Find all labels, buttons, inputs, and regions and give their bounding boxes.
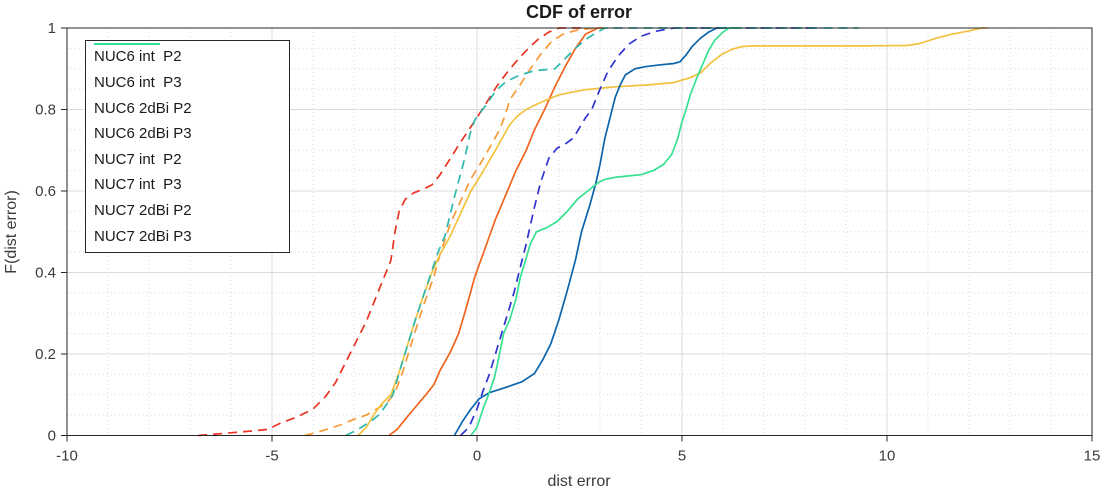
series-nuc6-int-p3-line bbox=[388, 27, 602, 437]
legend-label-nuc6-2dbi-p2: NUC6 2dBi P2 bbox=[94, 99, 192, 117]
y-tick-1: 1 bbox=[48, 20, 56, 37]
y-tick-0.2: 0.2 bbox=[35, 346, 56, 363]
legend-item-nuc7-2dbi-p3: NUC7 2dBi P3 bbox=[86, 43, 289, 248]
legend-label-nuc7-2dbi-p3: NUC7 2dBi P3 bbox=[94, 227, 192, 245]
chart-title: CDF of error bbox=[526, 2, 632, 22]
y-tick-0.4: 0.4 bbox=[35, 265, 56, 282]
legend-item-nuc7-2dbi-p2: NUC7 2dBi P2 bbox=[86, 43, 289, 223]
y-tick-labels: 0 0.2 0.4 0.6 0.8 1 bbox=[35, 20, 56, 445]
legend-item-nuc7-int-p3: NUC7 int P3 bbox=[86, 43, 289, 197]
series-nuc6-2dbi-p3-line bbox=[357, 27, 988, 437]
legend-item-nuc6-2dbi-p2: NUC6 2dBi P2 bbox=[86, 43, 289, 120]
series-nuc6-int-p2-line bbox=[198, 27, 584, 437]
legend-item-nuc6-int-p2: NUC6 int P2 bbox=[86, 43, 289, 69]
y-axis-label: F(dist error) bbox=[3, 190, 20, 274]
x-tick-5: 5 bbox=[678, 448, 686, 465]
minor-grid bbox=[67, 28, 1092, 436]
series-nuc7-int-p2-line bbox=[460, 27, 822, 437]
y-tick-0: 0 bbox=[48, 428, 56, 445]
legend-label-nuc7-2dbi-p2: NUC7 2dBi P2 bbox=[94, 202, 192, 220]
x-axis-label: dist error bbox=[547, 473, 611, 490]
legend-label-nuc7-int-p3: NUC7 int P3 bbox=[94, 176, 182, 194]
legend-item-nuc7-int-p2: NUC7 int P2 bbox=[86, 43, 289, 171]
legend-item-nuc6-2dbi-p3: NUC6 2dBi P3 bbox=[86, 43, 289, 146]
x-tick-15: 15 bbox=[1084, 448, 1101, 465]
legend-label-nuc6-int-p3: NUC6 int P3 bbox=[94, 73, 182, 91]
series-nuc7-int-p3-line bbox=[453, 27, 728, 436]
x-tick-labels: -10 -5 0 5 10 15 bbox=[56, 448, 1100, 465]
series-nuc7-2dbi-p2-line bbox=[345, 27, 859, 437]
x-tick-0: 0 bbox=[473, 448, 481, 465]
legend: NUC6 int P2 NUC6 int P3 NUC6 2dBi P2 NUC6 2… bbox=[85, 40, 290, 253]
axis-box bbox=[66, 27, 1093, 436]
series-nuc7-2dbi-p3-line bbox=[470, 27, 740, 437]
series-nuc6-2dbi-p2-line bbox=[304, 27, 605, 437]
legend-label-nuc6-int-p2: NUC6 int P2 bbox=[94, 48, 182, 66]
legend-swatch-nuc7-2dbi-p3-solid-line-icon bbox=[94, 43, 160, 45]
legend-label-nuc6-2dbi-p3: NUC6 2dBi P3 bbox=[94, 125, 192, 143]
legend-label-nuc7-int-p2: NUC7 int P2 bbox=[94, 150, 182, 168]
y-tick-0.8: 0.8 bbox=[35, 102, 56, 119]
x-tick-10: 10 bbox=[879, 448, 896, 465]
legend-item-nuc6-int-p3: NUC6 int P3 bbox=[86, 43, 289, 94]
x-tick--5: -5 bbox=[265, 448, 278, 465]
x-tick--10: -10 bbox=[56, 448, 78, 465]
tick-marks bbox=[61, 27, 1093, 442]
cdf-curves bbox=[198, 27, 988, 437]
y-tick-0.6: 0.6 bbox=[35, 183, 56, 200]
